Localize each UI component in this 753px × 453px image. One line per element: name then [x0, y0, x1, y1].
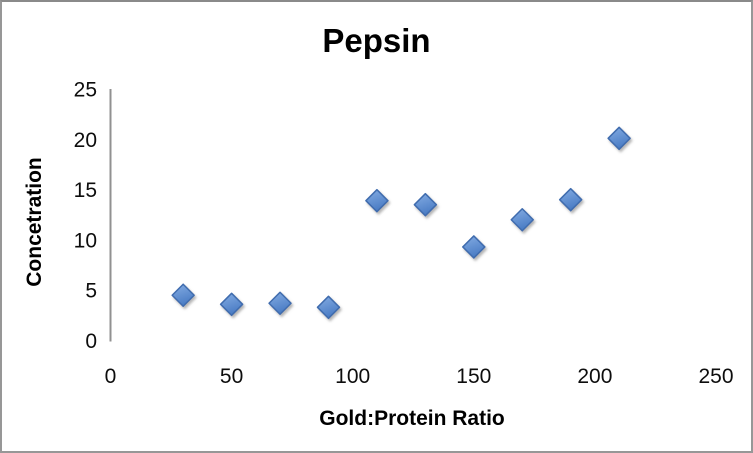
- y-tick-label: 10: [74, 229, 97, 252]
- y-tick-label: 0: [85, 330, 97, 353]
- data-point-marker: [558, 187, 583, 212]
- data-point-marker: [413, 192, 438, 217]
- y-tick-label: 15: [74, 179, 97, 202]
- data-point-marker: [171, 283, 195, 307]
- chart-title: Pepsin: [322, 22, 431, 59]
- y-tick-label: 25: [74, 79, 97, 102]
- x-tick-label: 200: [577, 365, 612, 388]
- data-point-marker: [219, 292, 244, 317]
- data-point-marker: [462, 235, 486, 259]
- y-tick-label: 5: [85, 280, 97, 303]
- data-point-marker: [510, 208, 534, 232]
- y-tick-label: 20: [74, 129, 97, 152]
- x-tick-label: 250: [698, 365, 733, 388]
- x-axis-title: Gold:Protein Ratio: [319, 407, 505, 430]
- data-point-marker: [365, 188, 389, 213]
- data-point-marker: [607, 126, 631, 151]
- x-tick-label: 0: [105, 365, 117, 388]
- axes-group: [109, 89, 716, 342]
- gridlines-group: [110, 88, 716, 292]
- x-tick-label: 100: [335, 365, 370, 388]
- x-tick-label: 50: [220, 365, 243, 388]
- data-point-marker: [268, 291, 292, 316]
- data-points-group: [171, 126, 631, 320]
- x-tick-label: 150: [456, 365, 491, 388]
- data-point-marker: [316, 295, 341, 320]
